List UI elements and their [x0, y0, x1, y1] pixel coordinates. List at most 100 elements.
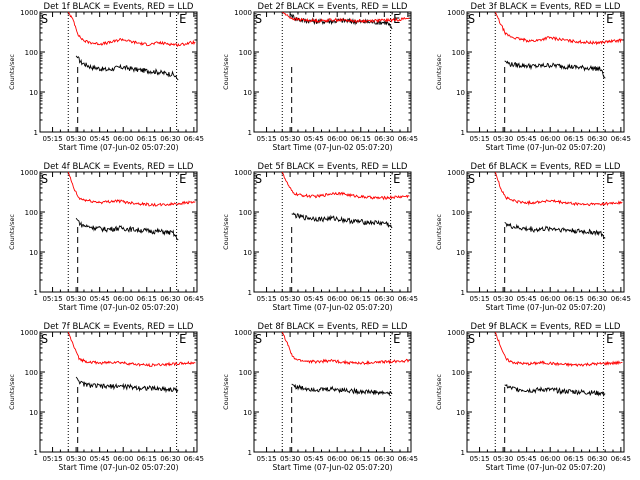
x-axis-label: Start Time (07-Jun-02 05:07:20) — [59, 463, 179, 472]
x-tick-label: 06:00 — [540, 455, 560, 463]
y-axis-label: Counts/sec — [435, 54, 443, 90]
x-tick-label: 06:30 — [587, 455, 607, 463]
detector-panel: Det 9f BLACK = Events, RED = LLD 1 10 100 10… — [435, 322, 631, 472]
y-tick-label: 1000 — [234, 329, 252, 337]
x-tick-label: 05:15 — [42, 135, 62, 143]
y-tick-label: 1 — [461, 129, 465, 137]
y-tick-label: 1 — [248, 449, 252, 457]
y-tick-label: 1000 — [20, 9, 38, 17]
panel-title: Det 7f BLACK = Events, RED = LLD — [44, 322, 194, 332]
x-tick-label: 05:45 — [90, 455, 110, 463]
x-tick-label: 06:30 — [374, 455, 394, 463]
y-tick-label: 10 — [456, 409, 465, 417]
x-tick-label: 06:15 — [137, 295, 157, 303]
x-tick-label: 06:30 — [587, 135, 607, 143]
y-tick-label: 100 — [239, 49, 252, 57]
lld-series-line — [67, 12, 196, 47]
events-series-line — [289, 13, 393, 30]
x-tick-label: 05:45 — [90, 135, 110, 143]
events-series-line — [291, 212, 393, 229]
plot-frame — [253, 11, 412, 133]
end-marker-label: E — [179, 12, 186, 26]
y-axis-label: Counts/sec — [8, 54, 16, 90]
x-tick-label: 05:15 — [256, 455, 276, 463]
detector-panel: Det 6f BLACK = Events, RED = LLD 1 10 100 10… — [435, 162, 631, 312]
x-axis-label: Start Time (07-Jun-02 05:07:20) — [273, 303, 393, 312]
x-tick-label: 05:45 — [517, 455, 537, 463]
y-tick-label: 100 — [452, 49, 465, 57]
x-tick-label: 05:15 — [469, 295, 489, 303]
x-tick-label: 06:30 — [587, 295, 607, 303]
x-tick-label: 06:00 — [113, 455, 133, 463]
y-tick-label: 100 — [25, 49, 38, 57]
y-tick-label: 1 — [461, 289, 465, 297]
x-tick-label: 06:15 — [351, 455, 371, 463]
y-tick-label: 1 — [248, 289, 252, 297]
panel-title: Det 4f BLACK = Events, RED = LLD — [44, 162, 194, 172]
lld-series-line — [281, 332, 410, 366]
y-axis-label: Counts/sec — [222, 214, 230, 250]
x-tick-label: 05:30 — [493, 295, 513, 303]
start-marker-label: S — [255, 172, 262, 186]
x-tick-label: 05:30 — [493, 135, 513, 143]
plot-frame — [466, 331, 625, 453]
detector-panel: Det 8f BLACK = Events, RED = LLD 1 10 100 10… — [222, 322, 418, 472]
y-tick-label: 1000 — [447, 9, 465, 17]
x-tick-label: 06:45 — [611, 135, 631, 143]
x-tick-label: 06:15 — [351, 295, 371, 303]
end-marker-label: E — [179, 332, 186, 346]
x-tick-label: 05:45 — [517, 135, 537, 143]
x-tick-label: 05:15 — [42, 455, 62, 463]
y-axis-label: Counts/sec — [435, 374, 443, 410]
x-tick-label: 06:30 — [374, 135, 394, 143]
x-tick-label: 06:45 — [184, 135, 204, 143]
end-marker-label: E — [393, 172, 400, 186]
events-series-line — [75, 376, 179, 394]
x-tick-label: 05:30 — [280, 135, 300, 143]
y-tick-label: 1000 — [234, 169, 252, 177]
y-tick-label: 1 — [248, 129, 252, 137]
detector-panel: Det 3f BLACK = Events, RED = LLD 1 10 100 10… — [435, 2, 631, 152]
panel-title: Det 6f BLACK = Events, RED = LLD — [471, 162, 621, 172]
x-tick-label: 06:15 — [137, 455, 157, 463]
x-tick-label: 06:00 — [327, 455, 347, 463]
detector-panel: Det 7f BLACK = Events, RED = LLD 1 10 100 10… — [8, 322, 204, 472]
plot-frame — [253, 171, 412, 293]
end-marker-label: E — [606, 172, 613, 186]
plot-frame — [39, 171, 198, 293]
y-tick-label: 100 — [452, 209, 465, 217]
start-marker-label: S — [41, 332, 48, 346]
lld-series-line — [281, 172, 410, 201]
y-tick-label: 100 — [25, 209, 38, 217]
lld-series-line — [494, 12, 623, 46]
y-tick-label: 100 — [452, 369, 465, 377]
panel-title: Det 2f BLACK = Events, RED = LLD — [258, 2, 408, 12]
y-tick-label: 100 — [239, 369, 252, 377]
y-tick-label: 1 — [34, 449, 38, 457]
start-marker-label: S — [468, 12, 475, 26]
y-axis-label: Counts/sec — [8, 374, 16, 410]
events-series-line — [504, 222, 606, 240]
detector-panel: Det 5f BLACK = Events, RED = LLD 1 10 100 10… — [222, 162, 418, 312]
end-marker-label: E — [606, 12, 613, 26]
y-tick-label: 100 — [25, 369, 38, 377]
x-tick-label: 05:45 — [90, 295, 110, 303]
x-tick-label: 05:15 — [256, 295, 276, 303]
x-tick-label: 05:30 — [66, 135, 86, 143]
x-tick-label: 05:15 — [42, 295, 62, 303]
x-tick-label: 06:15 — [564, 135, 584, 143]
y-tick-label: 1000 — [447, 169, 465, 177]
x-tick-label: 05:45 — [304, 295, 324, 303]
lld-series-line — [494, 172, 623, 207]
x-tick-label: 05:15 — [256, 135, 276, 143]
x-tick-label: 05:30 — [280, 455, 300, 463]
x-tick-label: 06:00 — [540, 295, 560, 303]
start-marker-label: S — [468, 172, 475, 186]
y-axis-label: Counts/sec — [222, 374, 230, 410]
events-series-line — [504, 60, 606, 79]
start-marker-label: S — [41, 12, 48, 26]
x-tick-label: 05:45 — [517, 295, 537, 303]
panel-title: Det 1f BLACK = Events, RED = LLD — [44, 2, 194, 12]
x-tick-label: 06:15 — [137, 135, 157, 143]
